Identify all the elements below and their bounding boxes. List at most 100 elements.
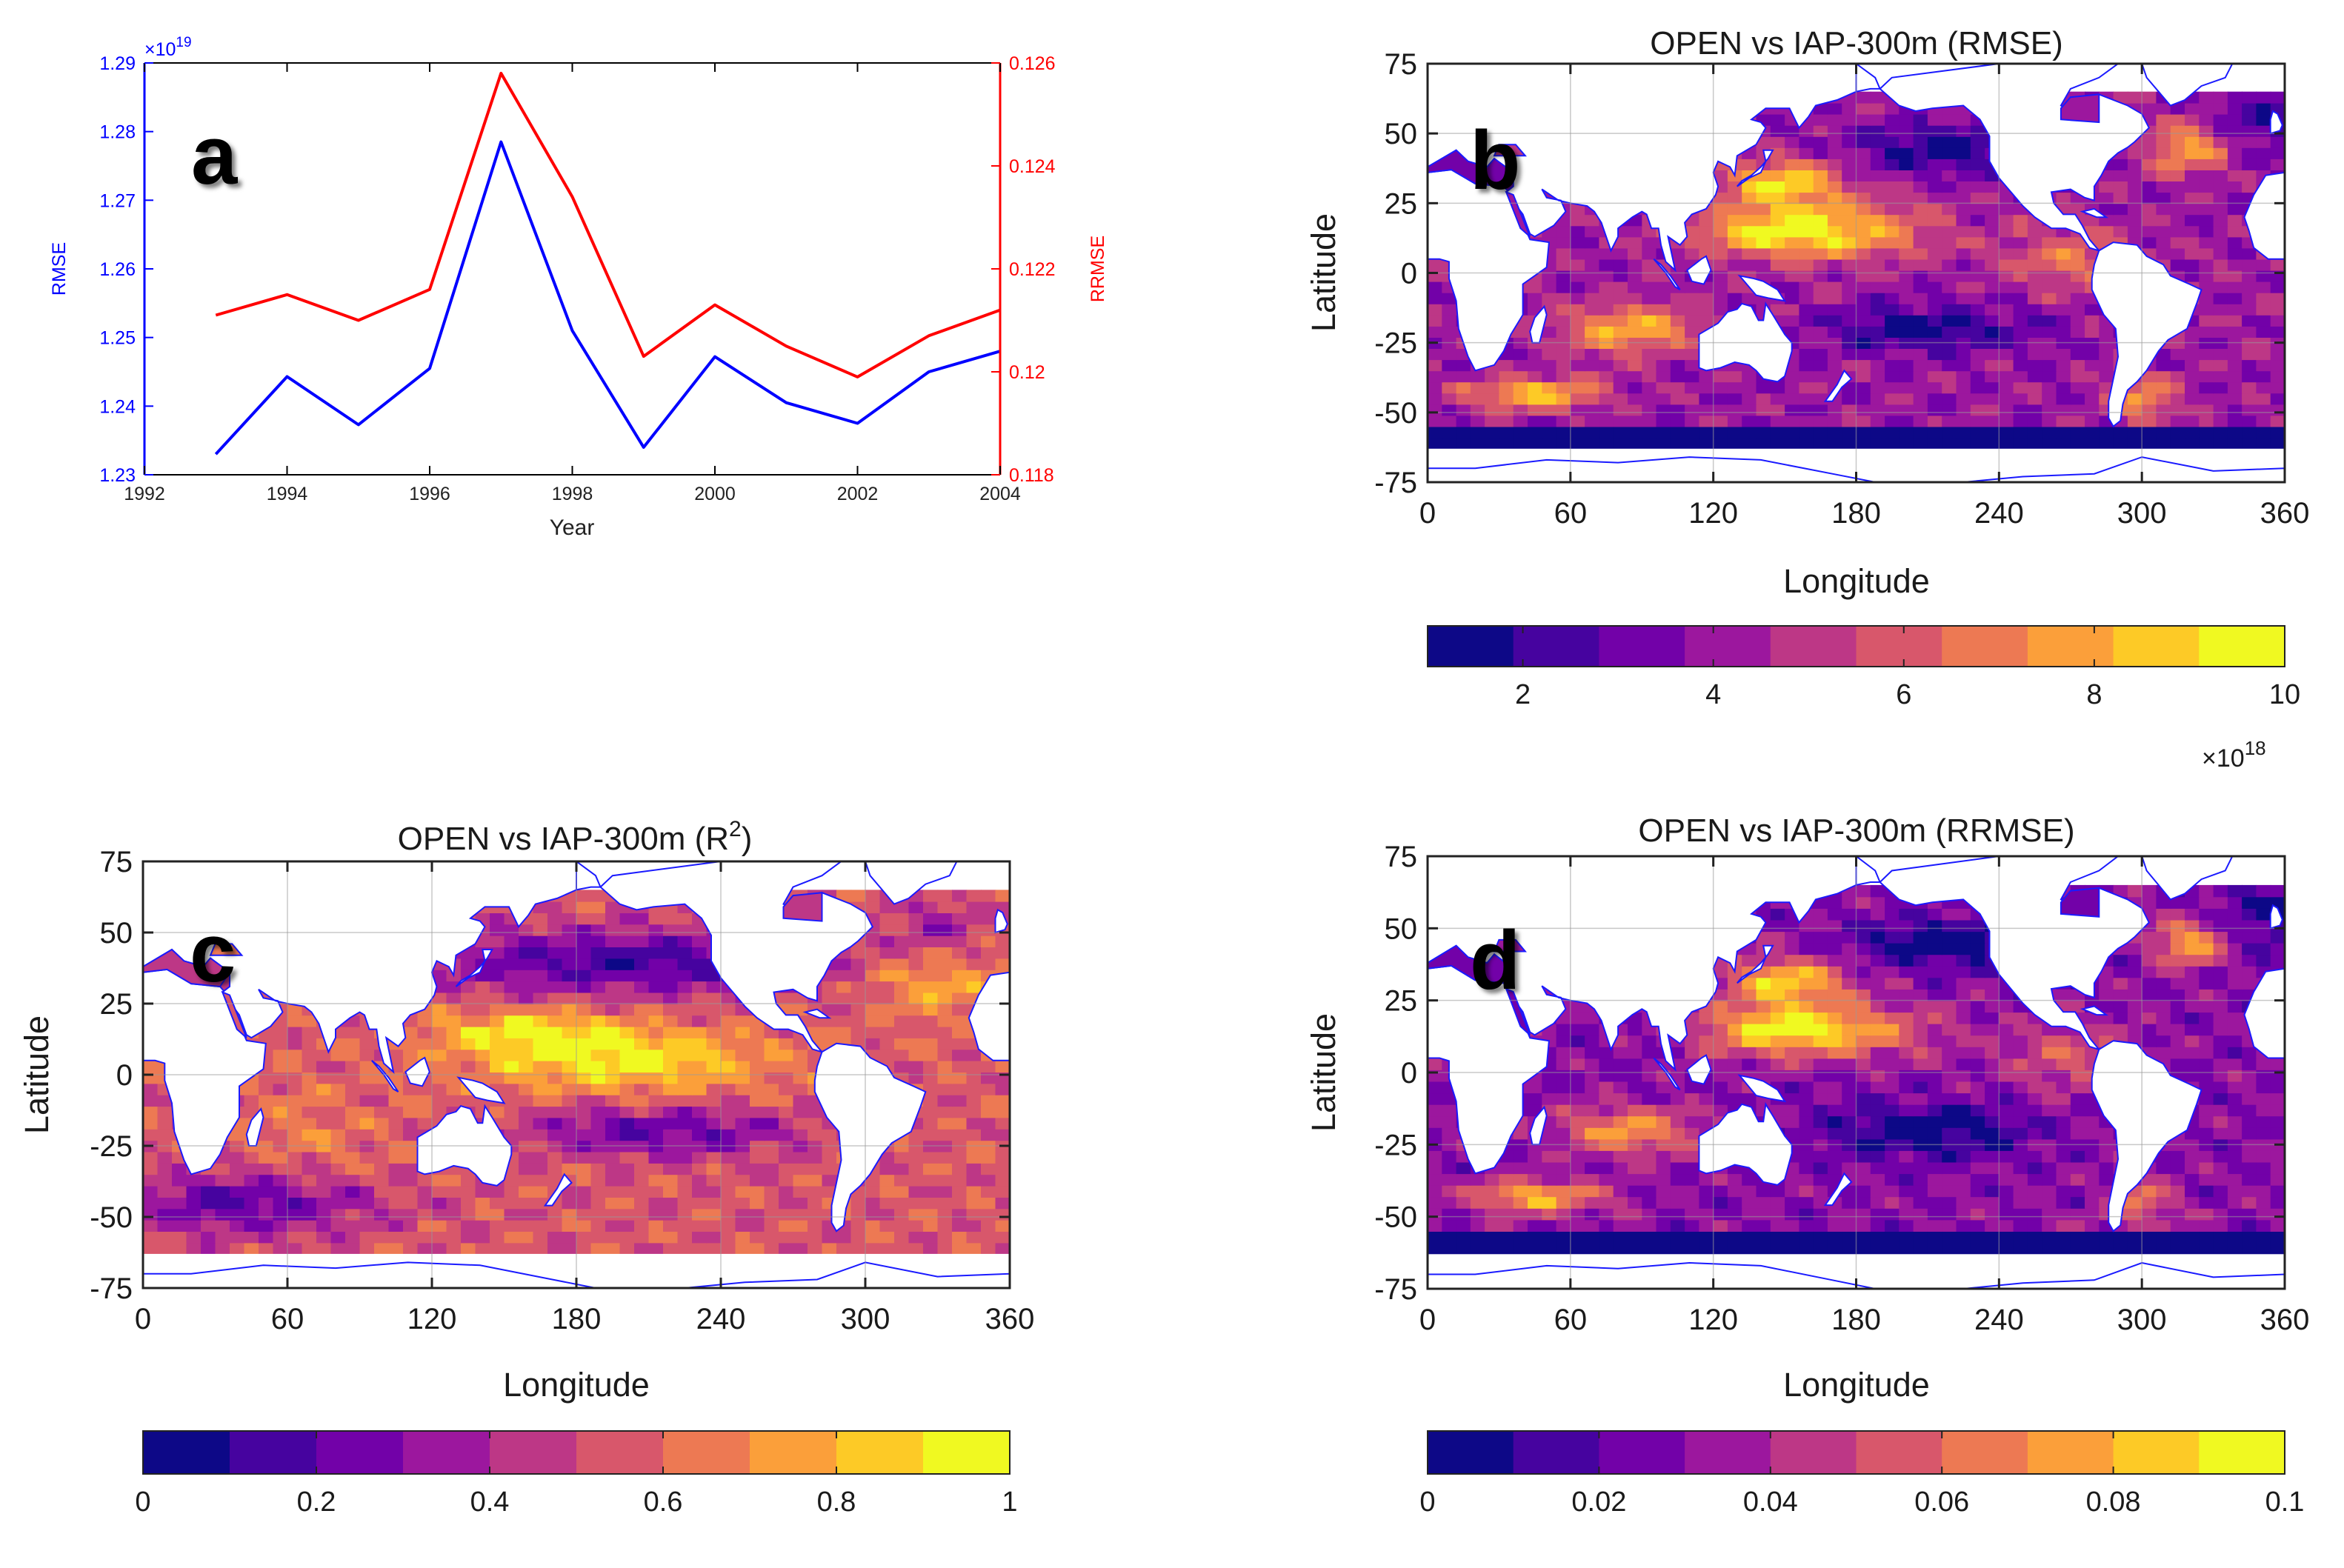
b-field-cell [1442,303,1457,316]
c-field-cell [952,958,968,970]
c-field-cell [663,1094,679,1107]
b-field-cell [1613,404,1628,416]
c-field-cell [605,1231,621,1244]
b-field-cell [1942,247,1957,260]
c-field-cell [490,1106,505,1118]
d-field-cell [1942,1242,1957,1255]
c-field-cell [850,1219,866,1232]
c-field-cell [648,969,664,982]
b-field-cell [1685,236,1700,249]
c-field-cell [952,1083,968,1095]
b-field-cell [2056,415,2071,427]
d-field-cell [1727,1242,1742,1255]
land-borneo [404,1056,430,1087]
b-field-cell [1799,292,1814,304]
c-field-cell [273,1072,288,1084]
c-field-cell [663,992,679,1004]
d-field-cell [1513,1242,1528,1255]
x-tick-label: 180 [1831,497,1881,530]
c-field-cell [519,1174,534,1187]
c-field-cell [995,1151,1010,1164]
b-field-cell [2185,102,2200,115]
b-field-cell [1642,359,1657,372]
b-field-cell [1856,258,1871,271]
d-field-cell [1628,1161,1643,1175]
d-field-cell [1585,1242,1600,1255]
c-field-cell [663,1106,679,1118]
b-field-cell [1813,225,1828,238]
d-field-cell [1599,1184,1614,1198]
c-field-cell [981,924,996,936]
c-field-cell [432,1060,447,1072]
b-field-cell [1970,315,1985,327]
b-field-cell [1699,303,1714,316]
x-tick-label: 60 [271,1303,304,1335]
b-field-cell [1628,292,1643,304]
b-field-cell [2013,247,2028,260]
d-field-cell [1727,1208,1742,1221]
d-field-cell [1585,1208,1600,1221]
d-field-cell [2170,1161,2185,1175]
b-field-cell [1727,370,1742,383]
b-field-cell [2213,348,2228,361]
b-field-cell [1856,203,1871,216]
b-field-cell [1956,270,1971,282]
b-field-cell [2113,225,2128,238]
b-field-cell [1927,370,1942,383]
colorbar-swatch [403,1431,490,1474]
d-field-cell [2242,1104,2257,1117]
c-field-cell [143,1242,159,1255]
c-field-cell [475,1208,490,1221]
d-field-cell [1899,1173,1914,1186]
b-field-cell [2127,91,2142,104]
d-field-cell [1827,1242,1842,1255]
b-field-cell [1570,393,1585,405]
c-field-cell [822,1026,837,1038]
d-field-cell [2199,1219,2214,1232]
c-field-cell [359,1208,375,1221]
b-field-cell [1756,192,1771,204]
d-field-cell [1499,1184,1514,1198]
c-field-cell [374,1208,390,1221]
c-field-cell [432,1208,447,1221]
d-field-cell [1813,1242,1828,1255]
c-field-cell [143,1129,159,1141]
b-field-cell [1956,136,1971,148]
c-field-cell [735,1174,750,1187]
d-field-cell [2270,1104,2285,1117]
d-field-cell [2042,1219,2057,1232]
c-field-cell [446,1004,462,1016]
b-field-cell [1870,415,1885,427]
c-field-cell [923,901,939,913]
b-field-cell [1542,415,1557,427]
b-field-cell [1927,225,1942,238]
c-field-cell [966,1129,982,1141]
c-field-cell [547,1038,563,1050]
d-field-cell [2085,1104,2100,1117]
b-field-cell [1670,303,1685,316]
c-field-cell [590,947,606,959]
d-field-cell [2170,1208,2185,1221]
b-field-cell [2199,404,2214,416]
d-field-cell [1799,1161,1814,1175]
b-field-cell [2113,91,2128,104]
b-field-cell [1785,315,1800,327]
c-field-cell [908,1174,924,1187]
b-field-cell [1927,258,1942,271]
c-field-cell [576,992,592,1004]
c-field-cell [692,992,707,1004]
b-field-cell [2013,326,2028,338]
c-field-cell [865,1231,881,1244]
c-field-cell [359,1151,375,1164]
panel-c-r2-map: OPEN vs IAP-300m (R2) 0 60 120 180 240 300 360… [18,817,1034,1518]
b-field-cell [1870,426,1885,438]
b-field-cell [1513,437,1528,450]
d-field-cell [1870,1127,1885,1140]
b-field-cell [1999,437,2014,450]
c-field-cell [779,1106,794,1118]
b-field-cell [1570,326,1585,338]
d-field-cell [1899,1196,1914,1209]
x-tick-label: 300 [841,1303,890,1335]
panel-a-x-label: Year [550,516,595,540]
c-field-cell [590,1129,606,1141]
